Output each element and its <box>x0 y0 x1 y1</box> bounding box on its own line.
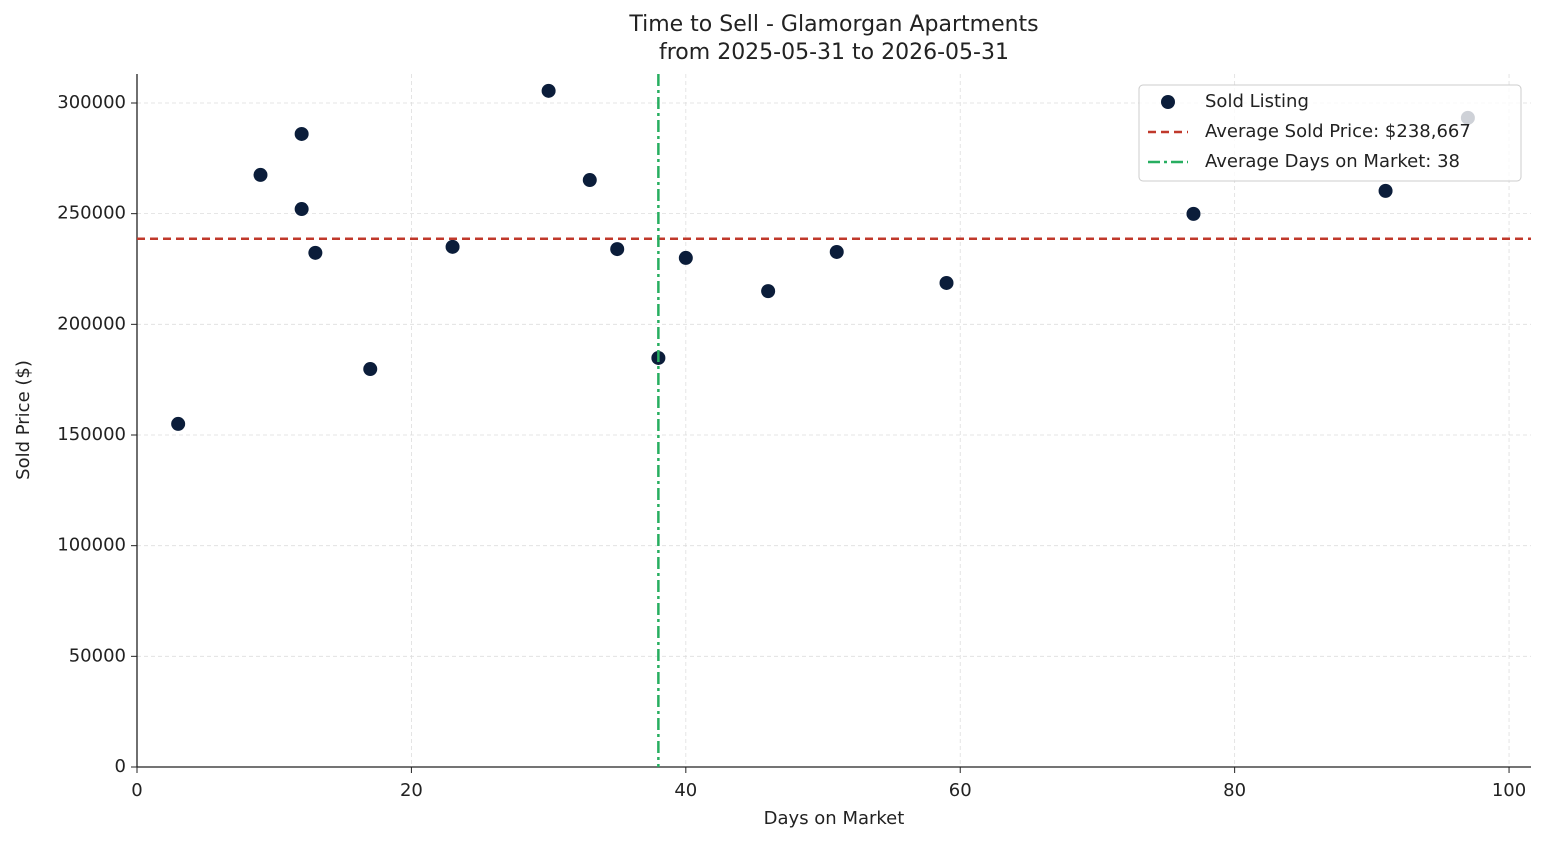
legend-box <box>1138 84 1522 182</box>
point <box>1186 206 1201 221</box>
legend-label: Average Days on Market: 38 <box>1205 151 1460 172</box>
point <box>939 275 954 290</box>
y-axis-label: Sold Price ($) <box>13 360 34 480</box>
point <box>678 250 693 265</box>
point <box>294 202 309 217</box>
point <box>829 244 844 259</box>
point <box>445 239 460 254</box>
x-tick-label: 80 <box>1223 780 1246 801</box>
legend-label: Sold Listing <box>1205 91 1309 112</box>
legend-label: Average Sold Price: $238,667 <box>1205 121 1471 142</box>
point <box>363 362 378 377</box>
x-tick-label: 20 <box>400 780 423 801</box>
y-tick-label: 150000 <box>57 424 126 445</box>
point <box>541 83 556 98</box>
legend-marker <box>1161 95 1175 109</box>
x-tick-label: 40 <box>674 780 697 801</box>
point <box>294 126 309 141</box>
x-tick-label: 60 <box>949 780 972 801</box>
x-tick-label: 0 <box>131 780 142 801</box>
point <box>308 245 323 260</box>
y-tick-label: 50000 <box>69 645 126 666</box>
point <box>253 167 268 182</box>
y-tick-label: 300000 <box>57 92 126 113</box>
point <box>582 173 597 188</box>
point <box>171 416 186 431</box>
chart-subtitle: from 2025-05-31 to 2026-05-31 <box>659 40 1009 65</box>
point <box>1378 183 1393 198</box>
x-axis-label: Days on Market <box>764 808 905 829</box>
y-tick-label: 100000 <box>57 535 126 556</box>
x-tick-label: 100 <box>1492 780 1526 801</box>
y-tick-label: 250000 <box>57 203 126 224</box>
y-tick-label: 0 <box>115 756 126 777</box>
y-tick-label: 200000 <box>57 313 126 334</box>
chart-title: Time to Sell - Glamorgan Apartments <box>628 12 1038 37</box>
point <box>610 242 625 257</box>
point <box>761 284 776 299</box>
